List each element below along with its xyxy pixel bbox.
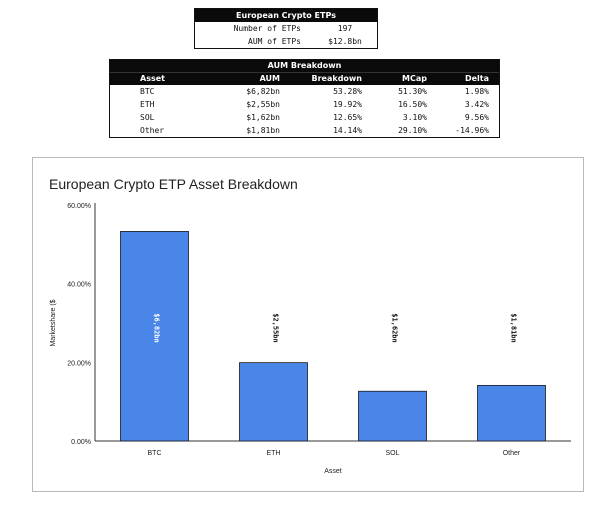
summary-title: European Crypto ETPs xyxy=(195,9,377,22)
data-label: $1,62bn xyxy=(391,313,399,343)
aum-table-title: AUM Breakdown xyxy=(110,60,499,72)
bar-sol xyxy=(358,390,427,442)
table-cell: 14.14% xyxy=(333,126,362,135)
data-label: $6,82bn xyxy=(153,313,161,343)
bar-other xyxy=(477,384,546,442)
x-tick-label: SOL xyxy=(385,450,399,457)
table-cell: 29.10% xyxy=(398,126,427,135)
column-header: AUM xyxy=(259,74,280,83)
x-tick-label: ETH xyxy=(267,450,281,457)
table-cell: -14.96% xyxy=(455,126,489,135)
table-cell: 51.30% xyxy=(398,87,427,96)
table-cell: 53.28% xyxy=(333,87,362,96)
column-header: Delta xyxy=(464,74,489,83)
summary-label: Number of ETPs xyxy=(233,24,301,33)
chart-card: European Crypto ETP Asset Breakdown 0.00… xyxy=(32,157,584,492)
y-axis-label: Marketshare ($ xyxy=(50,299,57,346)
aum-table-header: Asset AUM Breakdown MCap Delta xyxy=(110,72,499,85)
table-row: BTC $6,82bn 53.28% 51.30% 1.98% xyxy=(110,85,499,98)
y-tick-label: 60.00% xyxy=(67,203,91,210)
table-cell: Other xyxy=(140,126,165,135)
table-cell: BTC xyxy=(140,87,155,96)
bar-chart: 0.00% 20.00% 40.00% 60.00% Marketshare ($ BTC… xyxy=(50,203,571,475)
table-cell: 16.50% xyxy=(398,100,427,109)
data-label: $2,55bn xyxy=(272,313,280,343)
summary-row: Number of ETPs 197 xyxy=(195,22,377,35)
table-cell: $2,55bn xyxy=(246,100,280,109)
y-tick-label: 0.00% xyxy=(71,439,91,446)
table-cell: 9.56% xyxy=(464,113,489,122)
bar-btc xyxy=(120,231,189,442)
table-row: ETH $2,55bn 19.92% 16.50% 3.42% xyxy=(110,98,499,111)
y-tick-label: 40.00% xyxy=(67,282,91,289)
summary-value: $12.8bn xyxy=(328,37,362,46)
table-cell: ETH xyxy=(140,100,155,109)
x-tick-label: BTC xyxy=(148,450,162,457)
y-tick-label: 20.00% xyxy=(67,360,91,367)
table-row: Other $1,81bn 14.14% 29.10% -14.96% xyxy=(110,124,499,137)
table-cell: 3.10% xyxy=(402,113,427,122)
table-row: SOL $1,62bn 12.65% 3.10% 9.56% xyxy=(110,111,499,124)
table-cell: 1.98% xyxy=(464,87,489,96)
data-label: $1,81bn xyxy=(510,313,518,343)
table-cell: $1,81bn xyxy=(246,126,280,135)
table-cell: $1,62bn xyxy=(246,113,280,122)
bar-eth xyxy=(239,362,308,442)
summary-label: AUM of ETPs xyxy=(248,37,301,46)
chart-title: European Crypto ETP Asset Breakdown xyxy=(49,176,298,192)
table-cell: 3.42% xyxy=(464,100,489,109)
table-cell: 12.65% xyxy=(333,113,362,122)
table-cell: 19.92% xyxy=(333,100,362,109)
summary-row: AUM of ETPs $12.8bn xyxy=(195,35,377,48)
column-header: Breakdown xyxy=(311,74,363,83)
aum-breakdown-table: AUM Breakdown Asset AUM Breakdown MCap D… xyxy=(109,59,500,138)
x-axis-label: Asset xyxy=(324,468,342,475)
table-cell: $6,82bn xyxy=(246,87,280,96)
x-tick-label: Other xyxy=(503,450,521,457)
column-header: MCap xyxy=(402,74,427,83)
table-cell: SOL xyxy=(140,113,155,122)
column-header: Asset xyxy=(140,74,165,83)
etp-summary-table: European Crypto ETPs Number of ETPs 197 … xyxy=(194,8,378,49)
summary-value: 197 xyxy=(337,24,353,33)
